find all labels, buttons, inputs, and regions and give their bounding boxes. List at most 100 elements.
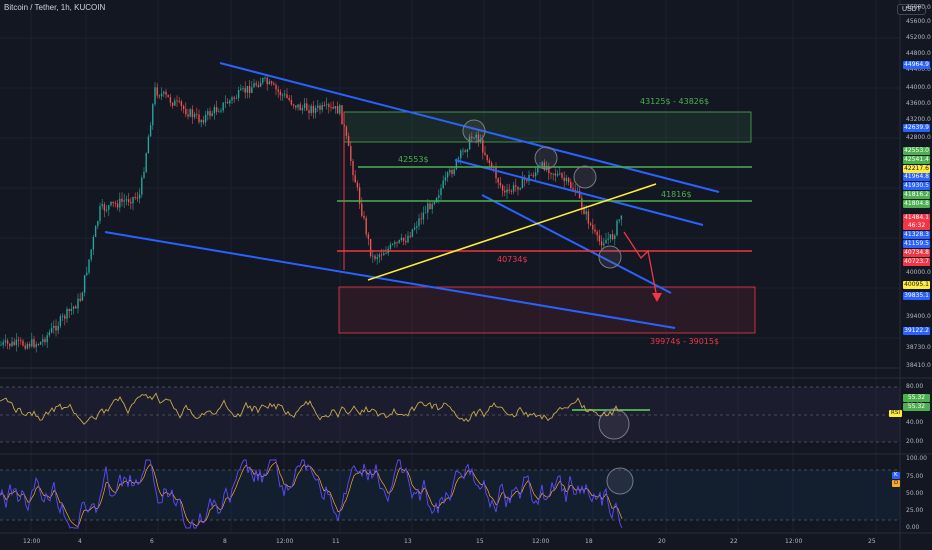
candle-body — [413, 227, 416, 230]
candle-body — [457, 158, 460, 160]
candle-body — [248, 86, 251, 93]
candle-body — [224, 102, 227, 103]
candle-body — [270, 81, 273, 84]
candle-body — [471, 136, 473, 139]
candle-body — [185, 108, 187, 115]
candle-body — [477, 134, 480, 142]
candle-body — [453, 169, 455, 175]
candle-body — [347, 136, 350, 147]
drawing-tools — [104, 62, 752, 495]
candle-body — [169, 97, 172, 103]
stoch-axis-label: 100.00 — [906, 455, 927, 462]
candle-body — [308, 110, 310, 114]
candle-body — [187, 114, 189, 117]
candle-body — [193, 114, 196, 118]
candle-body — [0, 344, 2, 346]
currency-button[interactable]: USDT — [896, 4, 926, 15]
candle-body — [600, 241, 603, 246]
candle-body — [352, 161, 354, 176]
candle-body — [68, 309, 70, 312]
candle-body — [376, 257, 378, 259]
candle-body — [297, 104, 299, 108]
candle-body — [363, 215, 365, 219]
candle-body — [325, 104, 328, 106]
candle-body — [506, 189, 508, 193]
rsi-axis-label: 40.00 — [906, 419, 924, 426]
price-tag: 39122.2 — [903, 327, 930, 335]
candlestick-series — [0, 74, 623, 353]
candle-body — [222, 102, 224, 111]
candle-body — [398, 239, 400, 243]
candle-body — [565, 177, 568, 182]
candle-body — [367, 234, 370, 239]
candle-body — [440, 188, 442, 196]
candle-body — [235, 98, 238, 99]
candle-body — [160, 93, 163, 97]
candle-body — [598, 235, 601, 242]
candle-body — [473, 137, 475, 139]
time-axis-label: 20 — [658, 538, 666, 545]
candle-body — [515, 185, 517, 187]
candle-body — [189, 109, 191, 117]
candle-body — [356, 182, 359, 188]
candle-body — [244, 88, 246, 93]
candle-body — [218, 111, 220, 113]
candle-body — [4, 340, 7, 343]
candle-body — [33, 339, 35, 348]
candle-body — [229, 100, 231, 104]
price-tag: 41804.8 — [903, 200, 930, 208]
candle-body — [125, 199, 128, 201]
stoch-highlight-circle — [606, 467, 634, 495]
candle-body — [290, 100, 293, 105]
candle-body — [141, 177, 143, 195]
candle-body — [479, 139, 482, 142]
price-tag: 41484.1 — [903, 214, 930, 222]
candle-body — [504, 190, 506, 193]
candle-body — [257, 85, 260, 87]
candle-body — [88, 259, 90, 273]
candle-body — [196, 114, 198, 115]
candle-body — [279, 91, 282, 96]
price-axis-label: 44800.0 — [906, 50, 931, 57]
candle-body — [127, 199, 130, 203]
upper-zone-label: 43125$ - 43826$ — [640, 97, 710, 106]
candle-body — [246, 86, 249, 93]
candle-body — [171, 102, 174, 106]
price-axis-label: 43200.0 — [906, 116, 931, 123]
time-axis-label: 11 — [332, 538, 340, 545]
upper-trendline — [219, 62, 720, 193]
candle-body — [321, 105, 323, 110]
candle-body — [281, 94, 284, 96]
candle-body — [61, 315, 64, 317]
candle-body — [541, 162, 543, 167]
candle-body — [167, 94, 169, 98]
rsi-series — [0, 386, 900, 443]
candle-body — [517, 186, 519, 190]
candle-body — [145, 153, 147, 172]
time-axis-label: 4 — [78, 538, 82, 545]
candle-body — [24, 345, 26, 349]
candle-body — [444, 177, 447, 181]
candle-body — [191, 109, 194, 118]
highlight-circle — [534, 146, 558, 170]
candle-body — [226, 102, 229, 104]
candle-body — [121, 198, 123, 202]
candle-body — [143, 171, 145, 178]
rsi-value-tag: 55.32 — [903, 394, 930, 402]
rsi-axis-label: 20.00 — [906, 438, 924, 445]
candle-body — [209, 111, 211, 116]
candle-body — [174, 100, 176, 106]
candle-body — [319, 105, 321, 110]
candle-body — [273, 83, 275, 85]
candle-body — [396, 242, 398, 244]
candle-body — [123, 200, 125, 202]
candle-body — [39, 341, 42, 345]
candle-body — [211, 113, 213, 116]
stoch-band — [0, 470, 900, 520]
symbol-title[interactable]: Bitcoin / Tether, 1h, KUCOIN — [4, 3, 106, 12]
candle-body — [466, 149, 469, 152]
price-axis-label: 39400.0 — [906, 313, 931, 320]
highlight-circle — [573, 165, 597, 189]
candle-body — [475, 134, 477, 138]
